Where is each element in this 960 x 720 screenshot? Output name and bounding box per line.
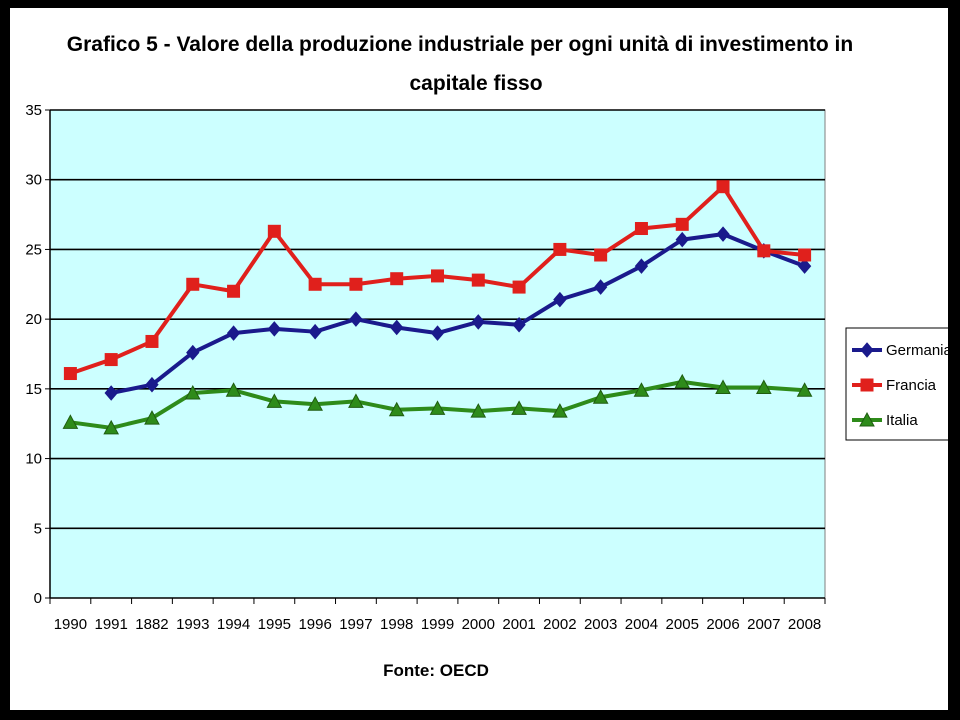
- legend-label-francia: Francia: [886, 377, 937, 394]
- y-tick-label: 30: [25, 172, 42, 189]
- data-point-italia: [592, 389, 609, 404]
- x-tick-label: 1996: [298, 616, 331, 633]
- data-point-germania: [716, 226, 730, 242]
- data-point-germania: [797, 258, 812, 274]
- chart-title-line1: Grafico 5 - Valore della produzione indu…: [67, 33, 853, 56]
- data-point-italia: [348, 393, 364, 408]
- x-tick-label: 1999: [421, 616, 454, 633]
- data-point-italia: [184, 384, 201, 400]
- data-point-italia: [552, 403, 568, 418]
- data-point-francia: [145, 334, 159, 348]
- data-point-francia: [349, 277, 363, 291]
- data-point-germania: [430, 325, 445, 341]
- y-tick-label: 5: [34, 520, 42, 537]
- x-tick-label: 2008: [788, 616, 821, 633]
- legend-marker-francia: [860, 378, 874, 392]
- y-tick-label: 25: [25, 241, 42, 258]
- data-point-germania: [471, 314, 485, 330]
- data-point-francia: [471, 273, 485, 287]
- x-tick-label: 2001: [502, 616, 535, 633]
- data-point-germania: [267, 321, 282, 337]
- data-point-italia: [225, 382, 242, 397]
- chart-source: Fonte: OECD: [383, 661, 489, 680]
- data-point-francia: [227, 284, 241, 298]
- x-tick-label: 1994: [217, 616, 250, 633]
- legend-marker-germania: [860, 342, 874, 358]
- data-point-germania: [104, 385, 118, 401]
- data-point-italia: [307, 396, 323, 411]
- data-point-italia: [470, 403, 487, 418]
- x-tick-label: 1993: [176, 616, 209, 633]
- x-tick-label: 1882: [135, 616, 168, 633]
- x-tick-label: 2005: [666, 616, 699, 633]
- data-point-italia: [144, 410, 160, 425]
- legend: Germania Francia Italia: [845, 327, 948, 441]
- data-point-francia: [798, 248, 812, 262]
- data-point-francia: [594, 248, 608, 262]
- data-point-francia: [308, 277, 322, 291]
- legend-label-italia: Italia: [886, 412, 918, 429]
- data-point-francia: [512, 280, 526, 294]
- y-tick-label: 15: [25, 381, 42, 398]
- x-tick-label: 1990: [54, 616, 87, 633]
- legend-marker-italia: [859, 411, 875, 427]
- data-point-italia: [755, 379, 772, 394]
- data-point-francia: [431, 269, 444, 283]
- plot-area: [49, 109, 826, 599]
- data-point-italia: [674, 373, 691, 389]
- data-point-germania: [512, 316, 526, 333]
- y-tick-label: 0: [34, 590, 42, 607]
- data-point-germania: [553, 291, 567, 308]
- data-point-italia: [429, 400, 446, 415]
- data-point-italia: [796, 382, 813, 397]
- x-tick-label: 2006: [706, 616, 739, 633]
- data-point-francia: [267, 224, 281, 238]
- data-point-germania: [226, 325, 241, 341]
- data-point-germania: [308, 323, 322, 340]
- y-tick-label: 10: [25, 451, 42, 468]
- line-chart: Grafico 5 - Valore della produzione indu…: [25, 33, 948, 680]
- data-point-francia: [186, 277, 200, 291]
- data-point-italia: [511, 400, 527, 415]
- data-point-francia: [675, 217, 689, 231]
- data-point-italia: [103, 419, 120, 435]
- x-tick-label: 1991: [94, 616, 127, 633]
- data-point-francia: [553, 242, 567, 256]
- legend-label-germania: Germania: [886, 342, 948, 359]
- data-point-francia: [757, 244, 771, 258]
- x-tick-label: 1995: [258, 616, 291, 633]
- x-tick-label: 2004: [625, 616, 658, 633]
- data-point-francia: [63, 367, 77, 381]
- data-point-germania: [593, 279, 608, 295]
- data-point-italia: [715, 379, 731, 394]
- x-tick-label: 1998: [380, 616, 413, 633]
- slide-frame: Grafico 5 - Valore della produzione indu…: [10, 8, 948, 710]
- data-point-francia: [716, 180, 730, 194]
- data-point-germania: [145, 376, 159, 393]
- x-tick-label: 2007: [747, 616, 780, 633]
- series-line-germania: [110, 232, 806, 395]
- x-tick-label: 2002: [543, 616, 576, 633]
- x-tick-label: 2003: [584, 616, 617, 633]
- data-point-germania: [675, 231, 689, 248]
- data-point-italia: [388, 401, 405, 417]
- data-point-francia: [634, 222, 648, 236]
- data-point-germania: [390, 319, 404, 336]
- chart-title-line2: capitale fisso: [409, 72, 542, 95]
- data-point-italia: [62, 414, 79, 429]
- x-tick-label: 2000: [462, 616, 495, 633]
- data-point-germania: [349, 311, 363, 327]
- data-point-italia: [266, 393, 283, 408]
- data-point-francia: [104, 353, 118, 367]
- data-point-italia: [633, 382, 650, 397]
- x-tick-label: 1997: [339, 616, 372, 633]
- y-tick-label: 35: [25, 102, 42, 119]
- data-point-germania: [186, 344, 200, 361]
- data-point-francia: [390, 272, 404, 286]
- y-tick-label: 20: [25, 311, 42, 328]
- data-point-germania: [634, 258, 649, 274]
